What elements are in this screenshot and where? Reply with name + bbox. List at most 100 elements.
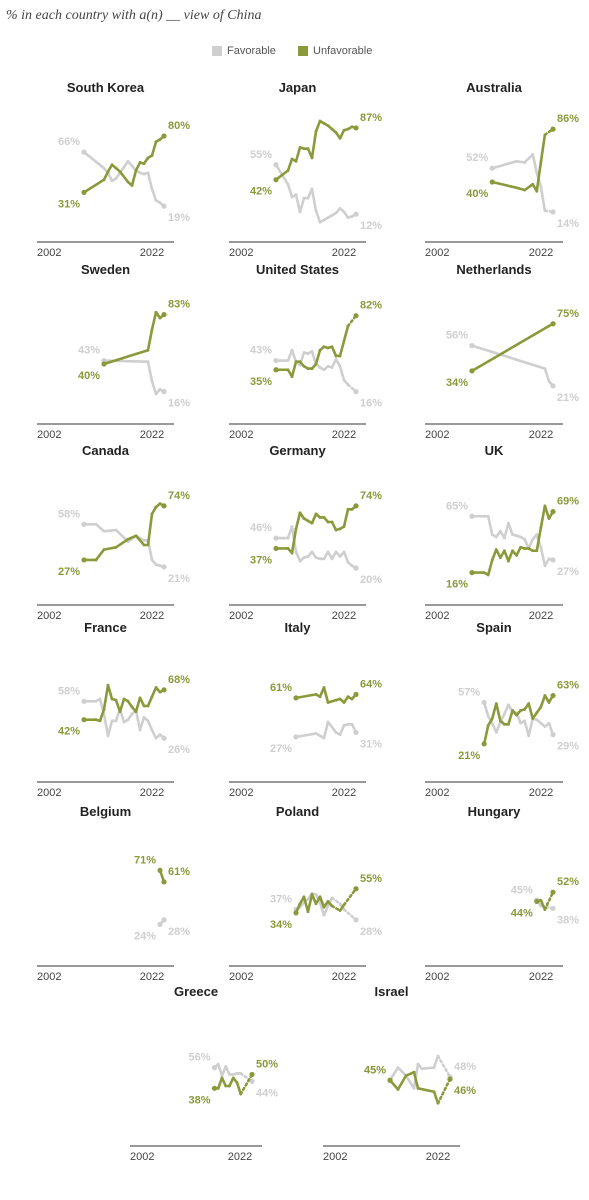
data-point — [302, 517, 306, 520]
end-value-label: 50% — [256, 1059, 278, 1071]
start-marker — [469, 343, 475, 349]
data-point — [298, 511, 302, 515]
series-segment — [515, 186, 526, 192]
data-point — [350, 697, 354, 701]
data-point — [114, 177, 118, 180]
series-segment — [396, 1074, 408, 1091]
data-point — [302, 351, 306, 354]
data-point — [158, 564, 162, 568]
series-segment — [294, 146, 302, 163]
data-point — [350, 564, 354, 568]
data-point — [142, 162, 146, 166]
data-point — [298, 902, 302, 906]
data-point — [110, 179, 114, 183]
series-segment — [539, 694, 547, 709]
start-value-label: 35% — [250, 376, 272, 388]
end-marker — [161, 311, 167, 318]
series-segment — [290, 527, 298, 555]
x-tick-end: 2022 — [529, 971, 553, 983]
data-point — [142, 543, 146, 547]
data-point — [134, 169, 138, 172]
data-point — [314, 693, 318, 696]
data-point — [134, 534, 138, 538]
start-value-label: 27% — [58, 566, 80, 578]
series-segment — [342, 550, 350, 564]
chart-spain: Spain 2002 2022 57% 29% 21% 63% — [425, 620, 579, 799]
data-point — [396, 1066, 400, 1069]
data-point — [158, 316, 162, 320]
start-marker — [273, 177, 279, 183]
data-point — [322, 913, 326, 917]
series-segment — [494, 702, 502, 723]
series-segment — [106, 171, 114, 183]
data-point — [326, 364, 330, 368]
data-point — [298, 360, 302, 364]
data-point — [519, 709, 522, 712]
start-value-label: 55% — [250, 149, 272, 161]
data-point — [130, 164, 134, 168]
start-value-label: 65% — [446, 500, 468, 512]
end-value-label: 21% — [557, 392, 579, 404]
series-segment — [310, 893, 318, 906]
end-marker — [249, 1078, 255, 1084]
data-point — [138, 161, 142, 164]
data-point — [334, 730, 338, 734]
data-point — [290, 157, 294, 161]
start-value-label: 45% — [364, 1064, 386, 1076]
data-point — [346, 507, 350, 511]
series-unfavorable: 61% 64% — [270, 678, 382, 704]
series-segment — [543, 890, 555, 911]
end-marker — [353, 211, 359, 217]
start-marker — [387, 1077, 393, 1083]
data-point — [130, 712, 134, 716]
end-value-label: 74% — [168, 490, 190, 502]
series-segment — [432, 1054, 440, 1069]
series-segment — [294, 693, 318, 700]
legend-item-favorable: Favorable — [212, 45, 276, 57]
start-marker — [469, 570, 475, 576]
series-segment — [138, 696, 146, 708]
end-value-label: 82% — [360, 300, 382, 312]
series-segment — [416, 1087, 436, 1094]
start-value-label: 37% — [250, 554, 272, 566]
end-value-label: 44% — [256, 1087, 278, 1099]
start-marker — [489, 179, 495, 185]
data-point — [503, 722, 506, 726]
data-point — [294, 527, 298, 531]
data-point — [416, 1086, 420, 1090]
data-point — [110, 697, 114, 701]
series-segment — [150, 686, 158, 699]
series-segment — [102, 683, 110, 711]
data-point — [527, 734, 531, 738]
end-marker — [161, 133, 167, 139]
data-point — [342, 525, 346, 528]
start-marker — [481, 699, 487, 706]
data-point — [314, 732, 318, 735]
data-point — [486, 514, 490, 518]
data-point — [220, 1074, 224, 1078]
data-point — [322, 686, 326, 689]
x-tick-start: 2002 — [425, 429, 449, 441]
start-value-label: 66% — [58, 136, 80, 148]
data-point — [507, 722, 510, 726]
x-tick-end: 2022 — [140, 971, 164, 983]
data-point — [298, 146, 302, 149]
data-point — [346, 127, 350, 131]
data-point — [154, 563, 158, 566]
data-point — [330, 904, 334, 908]
end-value-label: 63% — [557, 680, 579, 692]
x-tick-end: 2022 — [332, 787, 356, 799]
chart-italy: Italy 2002 2022 27% 31% 61% 64% — [229, 620, 382, 799]
data-point — [150, 512, 154, 516]
start-marker — [211, 1085, 218, 1091]
start-value-label: 43% — [78, 345, 100, 357]
series-segment — [228, 1076, 235, 1088]
series-segment — [98, 708, 106, 723]
data-point — [342, 701, 346, 704]
series-unfavorable: 35% 82% — [250, 300, 382, 388]
x-tick-end: 2022 — [140, 429, 164, 441]
series-segment — [150, 728, 158, 740]
series-favorable: 43% 16% — [250, 345, 382, 410]
series-segment — [290, 348, 298, 364]
data-point — [130, 705, 134, 709]
